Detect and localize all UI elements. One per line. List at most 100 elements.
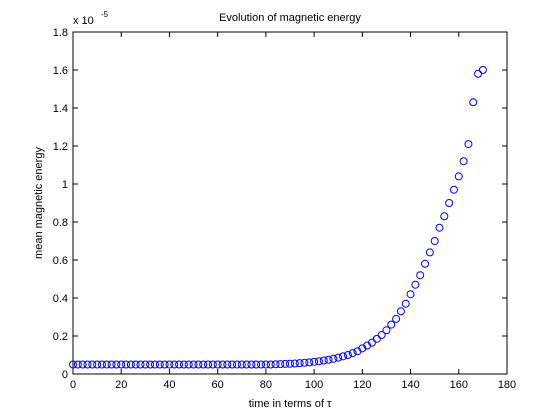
data-point: [199, 360, 208, 369]
chart-title: Evolution of magnetic energy: [219, 12, 361, 24]
data-point: [122, 360, 131, 369]
data-point: [184, 360, 193, 369]
x-axis-label: time in terms of τ: [249, 398, 332, 410]
data-point: [252, 360, 261, 369]
data-point: [290, 359, 299, 368]
data-point: [339, 352, 348, 361]
data-point: [232, 360, 241, 369]
data-point: [175, 360, 184, 369]
data-point: [396, 307, 405, 316]
data-point: [97, 360, 106, 369]
y-multiplier: x 10: [73, 15, 94, 27]
data-point: [449, 185, 458, 194]
data-point: [194, 360, 203, 369]
data-point: [261, 360, 270, 369]
data-point: [242, 360, 251, 369]
x-tick-label: 0: [70, 379, 76, 391]
data-point: [141, 360, 150, 369]
plot-area: [72, 31, 508, 375]
data-point: [126, 360, 135, 369]
y-tick-label: 0.8: [53, 217, 68, 229]
data-point: [146, 360, 155, 369]
data-point: [189, 360, 198, 369]
data-point: [478, 66, 487, 74]
data-point: [319, 356, 328, 365]
x-tick-label: 40: [163, 379, 175, 391]
y-tick-label: 1.8: [53, 27, 68, 39]
data-point: [69, 360, 77, 369]
data-point: [382, 326, 391, 335]
data-point: [112, 360, 121, 369]
data-point: [237, 360, 246, 369]
data-point: [257, 360, 266, 369]
data-point: [131, 360, 140, 369]
data-point: [150, 360, 159, 369]
data-point: [170, 360, 179, 369]
x-tick-label: 20: [115, 379, 127, 391]
data-point: [117, 360, 126, 369]
data-point: [329, 354, 338, 363]
y-tick-label: 0: [62, 369, 68, 381]
y-tick-label: 0.6: [53, 255, 68, 267]
data-point: [78, 360, 87, 369]
data-point: [305, 358, 314, 367]
data-point: [459, 157, 468, 166]
data-point: [421, 259, 430, 268]
data-point: [314, 357, 323, 366]
data-point: [73, 360, 82, 369]
y-tick-label: 1.6: [53, 65, 68, 77]
data-point: [160, 360, 169, 369]
data-point: [430, 237, 439, 245]
data-point: [464, 140, 473, 149]
data-point: [454, 172, 463, 181]
data-point: [300, 358, 309, 367]
data-point: [445, 199, 454, 207]
y-tick-label: 0.4: [53, 293, 68, 305]
data-point: [411, 280, 420, 289]
data-point: [334, 353, 343, 362]
x-tick-label: 100: [305, 379, 323, 391]
x-tick-label: 80: [260, 379, 272, 391]
data-point: [102, 360, 111, 369]
data-point: [387, 320, 396, 329]
x-tick-label: 120: [353, 379, 371, 391]
x-tick-label: 140: [401, 379, 419, 391]
x-tick-label: 180: [498, 379, 516, 391]
data-point: [310, 357, 319, 366]
data-point: [266, 360, 275, 369]
x-tick-label: 160: [450, 379, 468, 391]
data-point: [247, 360, 256, 369]
data-point: [213, 360, 222, 369]
data-point: [218, 360, 227, 369]
data-point: [469, 98, 478, 107]
data-point: [107, 360, 116, 369]
data-point: [228, 360, 237, 369]
data-point: [440, 212, 449, 221]
y-tick-label: 0.2: [53, 331, 68, 343]
data-point: [223, 360, 232, 369]
y-tick-label: 1.4: [53, 103, 68, 115]
data-point: [271, 360, 280, 369]
data-point: [401, 299, 410, 308]
data-point: [276, 360, 285, 369]
y-axis-label: mean magnetic energy: [33, 147, 45, 259]
data-point: [83, 360, 92, 369]
data-point: [343, 351, 352, 359]
data-point: [367, 338, 376, 347]
data-point: [88, 360, 97, 369]
data-point: [392, 314, 401, 323]
data-point: [295, 359, 304, 368]
data-point: [474, 69, 483, 78]
data-point: [93, 360, 102, 369]
data-point: [324, 355, 333, 364]
data-point: [179, 360, 188, 369]
data-point: [377, 331, 386, 340]
data-point: [372, 334, 381, 343]
data-point: [435, 223, 444, 232]
y-tick-label: 1.2: [53, 141, 68, 153]
data-point: [406, 290, 415, 299]
x-tick-label: 60: [212, 379, 224, 391]
data-point: [155, 360, 164, 369]
data-point: [165, 360, 174, 369]
